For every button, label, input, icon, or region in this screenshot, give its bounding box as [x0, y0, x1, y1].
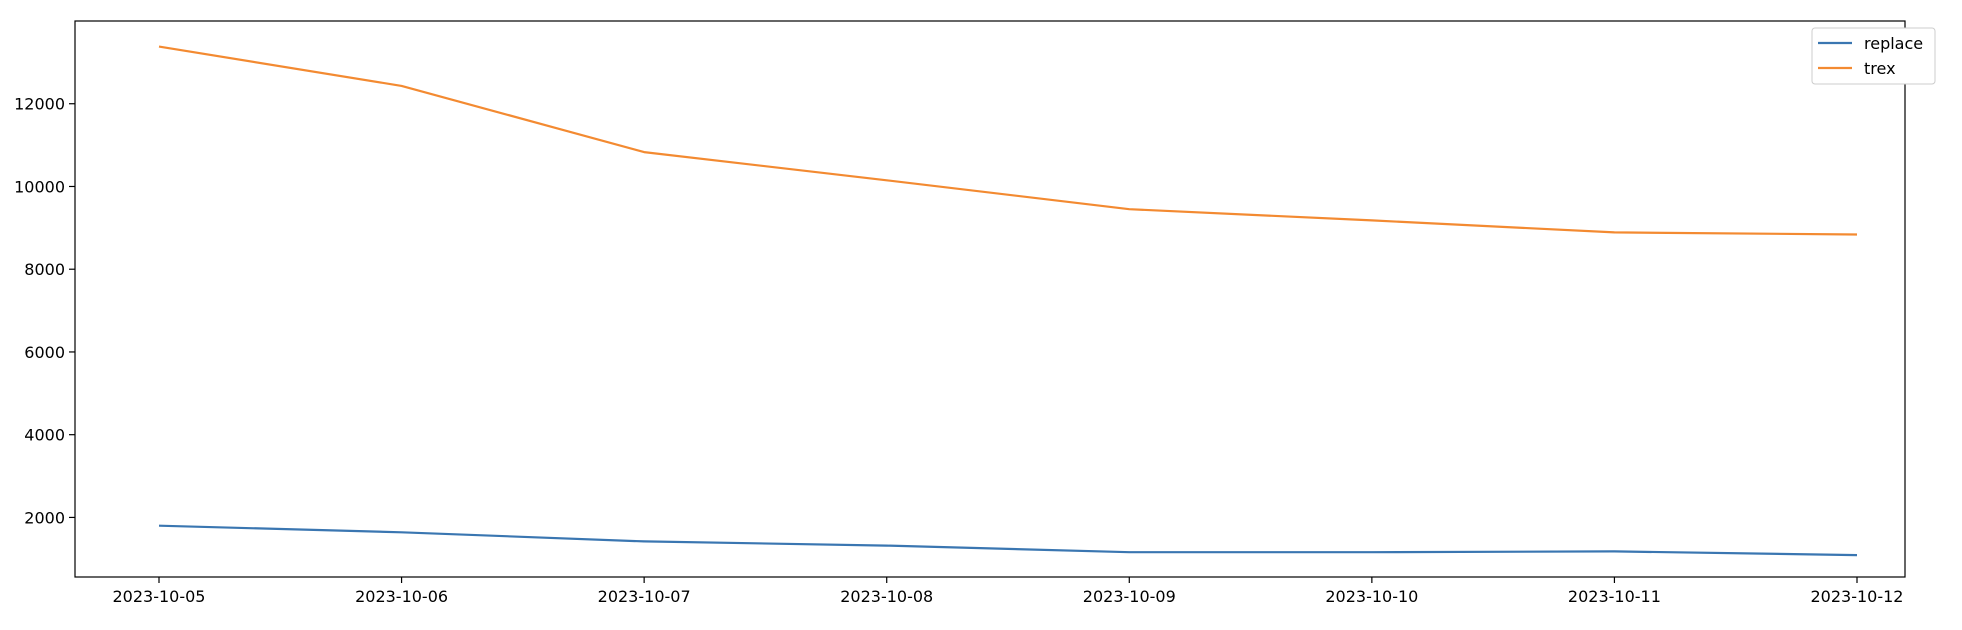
x-tick-label: 2023-10-09 — [1083, 587, 1176, 606]
y-tick-label: 4000 — [24, 426, 65, 445]
series-line-trex — [158, 45, 1858, 236]
x-tick-label: 2023-10-10 — [1325, 587, 1418, 606]
x-tick-label: 2023-10-06 — [355, 587, 448, 606]
x-axis-ticks: 2023-10-05 2023-10-06 2023-10-07 2023-10-08… — [113, 577, 1904, 606]
plot-area-frame — [74, 20, 1906, 578]
series-lines — [158, 45, 1858, 557]
y-tick-label: 8000 — [24, 260, 65, 279]
x-tick-label: 2023-10-05 — [113, 587, 206, 606]
y-axis-ticks: 2000 4000 6000 8000 10000 12000 — [14, 95, 75, 527]
y-tick-label: 12000 — [14, 95, 65, 114]
legend-label-replace: replace — [1864, 34, 1923, 53]
x-tick-label: 2023-10-07 — [598, 587, 691, 606]
x-tick-label: 2023-10-12 — [1811, 587, 1904, 606]
series-line-replace — [158, 524, 1858, 557]
x-tick-label: 2023-10-08 — [840, 587, 933, 606]
y-tick-label: 2000 — [24, 508, 65, 527]
legend-label-trex: trex — [1864, 59, 1896, 78]
y-tick-label: 10000 — [14, 177, 65, 196]
x-tick-label: 2023-10-11 — [1568, 587, 1661, 606]
legend: replace trex — [1811, 27, 1936, 85]
y-tick-label: 6000 — [24, 343, 65, 362]
